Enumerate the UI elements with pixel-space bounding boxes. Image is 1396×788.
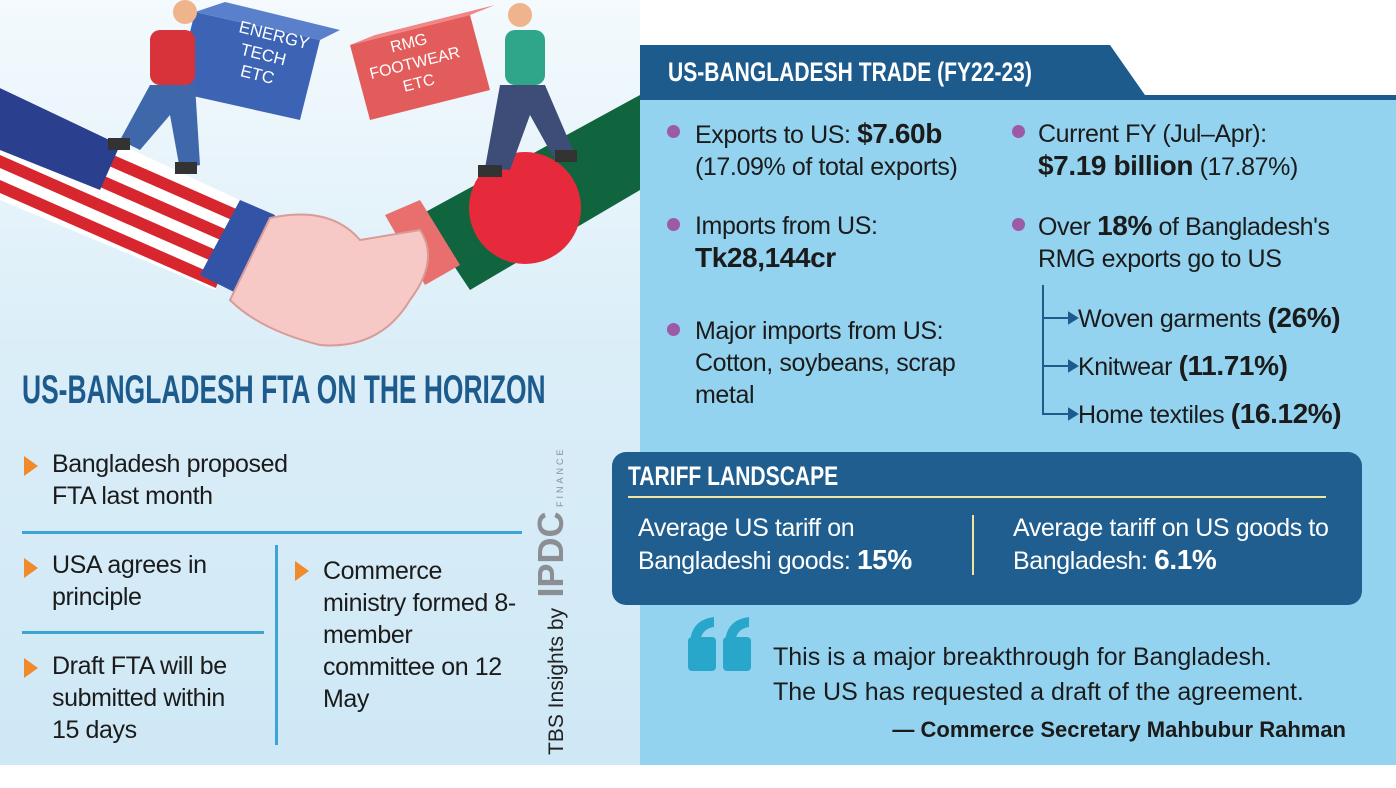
label: Home textiles (1078, 401, 1225, 429)
divider (22, 631, 264, 634)
value: Tk28,144cr (695, 242, 836, 273)
tree-lines (1042, 285, 1079, 421)
label: Current FY (Jul–Apr): (1038, 120, 1267, 148)
quote-mark (688, 617, 751, 671)
right-panel (640, 95, 1396, 765)
credit-text: TBS Insights by (545, 607, 568, 755)
left-worker (108, 0, 200, 174)
note: (17.87%) (1199, 153, 1299, 181)
headline: US-BANGLADESH FTA ON THE HORIZON (22, 368, 546, 412)
bullet (1012, 125, 1025, 138)
divider (972, 515, 974, 575)
logo: IPDC (530, 511, 571, 598)
quote-line: This is a major breakthrough for Banglad… (773, 643, 1272, 671)
us-cuff (200, 200, 275, 295)
bullet (667, 218, 680, 231)
label: of Bangladesh's RMG exports go to US (1038, 213, 1330, 273)
trade-item: Major imports from US: Cotton, soybeans,… (695, 317, 956, 409)
tariff-cell: Average US tariff on Bangladeshi goods: … (638, 512, 958, 577)
quote-line: The US has requested a draft of the agre… (773, 678, 1304, 706)
label: Woven garments (1078, 305, 1261, 333)
credit: TBS Insights by IPDC FINANCE (530, 447, 572, 756)
left-box: ENERGY TECH ETC (175, 2, 340, 120)
left-panel (0, 0, 640, 765)
point: Draft FTA will be submitted within 15 da… (52, 652, 227, 744)
handshake (228, 213, 429, 347)
bullet (1012, 218, 1025, 231)
tariff-box (612, 452, 1362, 605)
label: Knitwear (1078, 353, 1173, 381)
breakdown-item: Knitwear (11.71%) (1078, 350, 1288, 383)
value: (26%) (1267, 302, 1341, 333)
prefix: Over (1038, 213, 1091, 241)
logo-sub: FINANCE (555, 446, 565, 508)
trade-item: Over 18% of Bangladesh's RMG exports go … (1038, 210, 1368, 275)
trade-title: US-BANGLADESH TRADE (FY22-23) (668, 57, 1032, 87)
bullet (667, 323, 680, 336)
trade-tab (640, 45, 1396, 100)
bd-circle (469, 152, 581, 264)
label: Average tariff on US goods to Bangladesh… (1013, 514, 1329, 575)
us-flag (0, 88, 250, 290)
value: $7.19 billion (1038, 150, 1194, 181)
value: 18% (1097, 210, 1152, 241)
breakdown-item: Woven garments (26%) (1078, 302, 1341, 335)
value: (11.71%) (1178, 350, 1288, 381)
divider (275, 545, 278, 745)
quote: This is a major breakthrough for Banglad… (773, 640, 1304, 710)
value: (16.12%) (1230, 398, 1342, 429)
label: Exports to US: (695, 121, 851, 149)
divider (22, 531, 522, 534)
label: Imports from US: (695, 212, 878, 240)
bullet (24, 658, 38, 678)
point: Bangladesh proposed FTA last month (52, 450, 288, 510)
breakdown-item: Home textiles (16.12%) (1078, 398, 1342, 431)
trade-item: Current FY (Jul–Apr): $7.19 billion (17.8… (1038, 118, 1368, 183)
value: $7.60b (857, 118, 942, 149)
trade-item: Exports to US: $7.60b (17.09% of total ex… (695, 118, 1015, 183)
value: 6.1% (1154, 544, 1217, 575)
bullet (24, 558, 38, 578)
trade-item: Imports from US: Tk28,144cr (695, 210, 995, 275)
illustration: ENERGY TECH ETC RMG FOOTWEAR ETC (0, 0, 640, 347)
divider (628, 496, 1326, 498)
point: USA agrees in principle (52, 551, 207, 611)
bullet (24, 456, 38, 476)
right-box: RMG FOOTWEAR ETC (350, 5, 495, 120)
attribution: — Commerce Secretary Mahbubur Rahman (892, 717, 1346, 742)
point: Commerce ministry formed 8-member commit… (323, 557, 516, 713)
value: 15% (856, 544, 912, 575)
tariff-cell: Average tariff on US goods to Bangladesh… (1013, 512, 1343, 577)
bullet (667, 125, 680, 138)
bullet (295, 561, 309, 581)
label: Average US tariff on Bangladeshi goods: (638, 514, 855, 575)
right-worker (478, 3, 577, 177)
note: (17.09% of total exports) (695, 153, 958, 181)
tariff-title: TARIFF LANDSCAPE (628, 461, 839, 491)
